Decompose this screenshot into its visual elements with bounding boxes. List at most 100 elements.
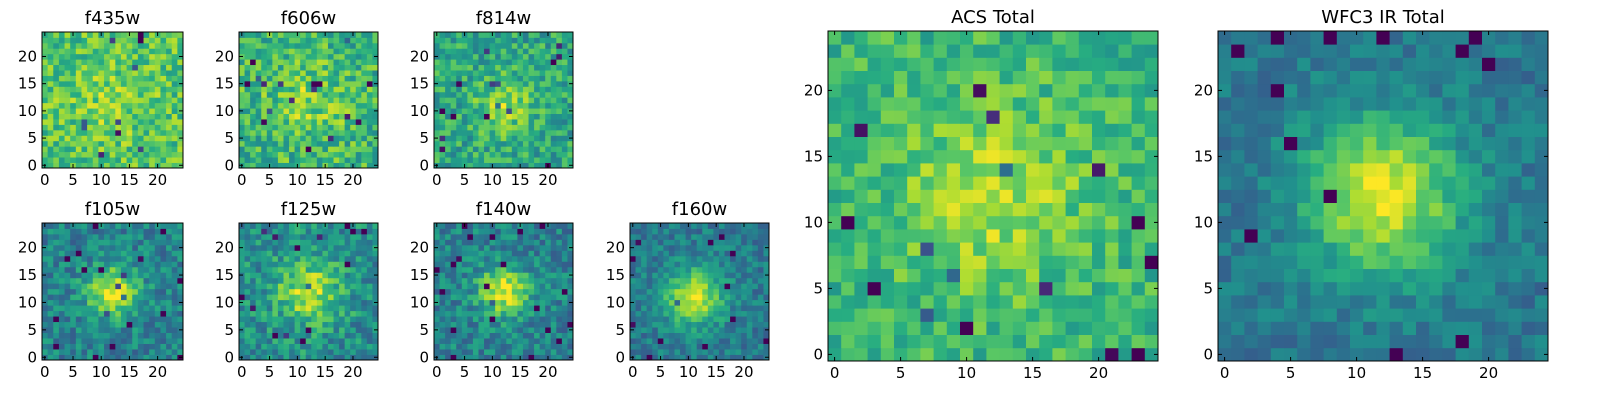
heatmap-cell [735,332,742,339]
heatmap-cell [344,343,351,350]
heatmap-cell [87,86,94,93]
heatmap-cell [946,321,961,335]
heatmap-cell [366,102,373,109]
heatmap-cell [484,129,490,136]
heatmap-cell [58,162,65,169]
heatmap-cell [322,70,329,76]
heatmap-cell [506,102,513,109]
heatmap-cell [539,255,546,262]
heatmap-cell [143,97,150,104]
heatmap-cell [322,157,329,163]
heatmap-cell [434,70,440,76]
heatmap-cell [92,228,99,235]
heatmap-cell [350,327,357,333]
heatmap-cell [81,102,88,109]
heatmap-cell [472,151,479,158]
heatmap-cell [691,239,698,246]
heatmap-cell [1144,163,1159,177]
heatmap-cell [680,343,686,350]
heatmap-cell [522,135,529,142]
heatmap-cell [439,119,446,125]
heatmap-cell [87,59,94,66]
heatmap-cell [366,255,373,262]
heatmap-cell [702,288,709,295]
heatmap-cell [126,102,133,109]
heatmap-cell [500,70,507,76]
heatmap-cell [646,277,653,284]
heatmap-cell [933,334,948,349]
heatmap-cell [707,310,714,317]
heatmap-cell [137,102,144,109]
heatmap-cell [244,80,251,87]
heatmap-cell [244,261,251,268]
heatmap-cell [333,233,340,240]
heatmap-cell [467,277,474,284]
heatmap-cell [177,255,184,262]
heatmap-cell [255,162,262,169]
heatmap-cell [350,157,357,163]
heatmap-cell [630,349,636,355]
heatmap-cell [149,261,156,268]
heatmap-cell [1065,268,1080,283]
heatmap-cell [539,151,546,158]
heatmap-cell [522,64,529,71]
heatmap-cell [484,244,490,251]
heatmap-cell [880,215,895,230]
heatmap-cell [735,294,742,301]
heatmap-cell [344,32,351,38]
heatmap-cell [495,228,502,235]
heatmap-cell [735,244,742,251]
heatmap-cell [98,239,105,246]
heatmap-cell [366,266,373,273]
heatmap-cell [445,305,452,312]
heatmap-cell [1052,268,1066,283]
heatmap-cell [1026,308,1040,322]
heatmap-cell [109,327,116,333]
heatmap-cell [154,343,161,350]
heatmap-cell [305,250,312,257]
heatmap-cell [456,108,463,114]
heatmap-cell [372,48,379,55]
heatmap-cell [171,64,178,71]
heatmap-cell [456,124,463,131]
heatmap-cell [467,239,474,246]
heatmap-cell [973,347,987,362]
heatmap-cell [366,48,373,55]
heatmap-cell [109,32,116,38]
heatmap-cell [702,316,709,323]
heatmap-cell [272,327,279,333]
heatmap-cell [545,338,552,344]
heatmap-cell [277,228,284,235]
heatmap-cell [534,48,541,55]
heatmap-cell [300,75,307,82]
heatmap-cell [277,305,284,312]
heatmap-cell [311,129,318,136]
heatmap-cell [75,277,82,284]
heatmap-cell [120,162,127,169]
heatmap-cell [456,48,463,55]
heatmap-cell [98,64,105,71]
heatmap-cell [47,354,54,361]
heatmap-cell [300,223,307,229]
heatmap-cell [294,102,301,109]
heatmap-cell [741,316,748,323]
heatmap-cell [1118,268,1132,283]
heatmap-cell [534,288,541,295]
heatmap-cell [98,261,105,268]
heatmap-cell [294,75,301,82]
heatmap-cell [635,266,642,273]
heatmap-cell [294,250,301,257]
heatmap-cell [166,59,173,66]
heatmap-cell [517,316,524,323]
heatmap-cell [735,316,742,323]
heatmap-cell [539,283,546,290]
heatmap-cell [500,233,507,240]
heatmap-cell [445,146,452,153]
heatmap-cell [143,305,150,312]
heatmap-cell [517,250,524,257]
heatmap-cell [522,299,529,306]
heatmap-cell [272,272,279,279]
heatmap-cell [98,338,105,344]
heatmap-cell [646,294,653,301]
heatmap-cell [53,250,60,257]
